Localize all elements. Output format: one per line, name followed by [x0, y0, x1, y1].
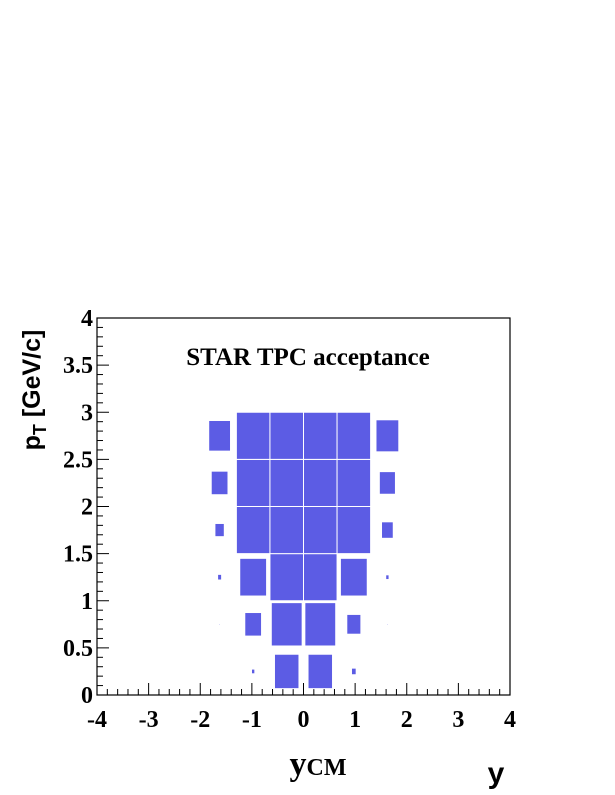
- y-tick-label: 0.5: [63, 636, 93, 662]
- acceptance-box: [303, 553, 338, 602]
- acceptance-box: [217, 573, 223, 581]
- x-axis-label: yCM: [290, 746, 347, 783]
- acceptance-box: [235, 506, 271, 555]
- acceptance-box: [214, 522, 225, 538]
- chart-title: STAR TPC acceptance: [186, 344, 430, 371]
- acceptance-box: [303, 411, 338, 460]
- acceptance-box: [303, 506, 338, 555]
- y-label-rest: [GeV/c]: [18, 330, 46, 424]
- x-tick-label: -4: [87, 707, 107, 733]
- y-tick-label: 2.5: [63, 447, 93, 473]
- acceptance-box: [210, 470, 229, 496]
- corner-label: y: [488, 757, 505, 790]
- x-tick-label: 3: [452, 707, 464, 733]
- y-tick-label: 0: [81, 683, 93, 709]
- acceptance-box: [304, 602, 337, 647]
- y-tick-label: 1: [81, 589, 93, 615]
- x-tick-label: -1: [242, 707, 262, 733]
- y-tick-label: 4: [81, 306, 93, 332]
- y-tick-label: 3.5: [63, 353, 93, 379]
- acceptance-box: [336, 458, 372, 507]
- acceptance-box: [270, 602, 303, 647]
- acceptance-box: [381, 521, 394, 539]
- y-tick-label: 3: [81, 400, 93, 426]
- x-label-main: y: [290, 746, 307, 783]
- acceptance-box: [218, 623, 221, 626]
- acceptance-box: [307, 653, 334, 690]
- acceptance-box: [235, 458, 271, 507]
- acceptance-box: [269, 506, 305, 555]
- x-tick-label: 4: [504, 707, 516, 733]
- x-tick-label: 2: [401, 707, 413, 733]
- y-tick-label: 1.5: [63, 542, 93, 568]
- acceptance-box: [273, 653, 300, 690]
- x-label-sub: CM: [307, 755, 347, 781]
- acceptance-box: [346, 613, 362, 635]
- y-label-main: p: [18, 435, 46, 450]
- acceptance-box: [375, 419, 400, 453]
- acceptance-box: [339, 557, 368, 597]
- acceptance-box: [385, 574, 390, 581]
- acceptance-box: [235, 411, 271, 460]
- acceptance-box: [239, 557, 268, 597]
- x-tick-label: -3: [139, 707, 159, 733]
- acceptance-box: [386, 623, 389, 626]
- acceptance-box: [378, 471, 396, 495]
- acceptance-box: [269, 458, 305, 507]
- y-label-sub: T: [30, 424, 50, 435]
- acceptance-box: [336, 411, 372, 460]
- acceptance-box: [244, 612, 263, 637]
- acceptance-box: [250, 668, 256, 675]
- acceptance-box: [303, 458, 338, 507]
- acceptance-box: [336, 506, 372, 555]
- y-axis-label: pT [GeV/c]: [18, 330, 50, 451]
- x-tick-label: 1: [349, 707, 361, 733]
- x-tick-label: -2: [190, 707, 210, 733]
- y-tick-label: 2: [81, 495, 93, 521]
- acceptance-box: [208, 419, 232, 452]
- acceptance-box: [269, 411, 305, 460]
- acceptance-box: [350, 667, 357, 676]
- x-tick-label: 0: [298, 707, 310, 733]
- acceptance-box: [269, 553, 305, 602]
